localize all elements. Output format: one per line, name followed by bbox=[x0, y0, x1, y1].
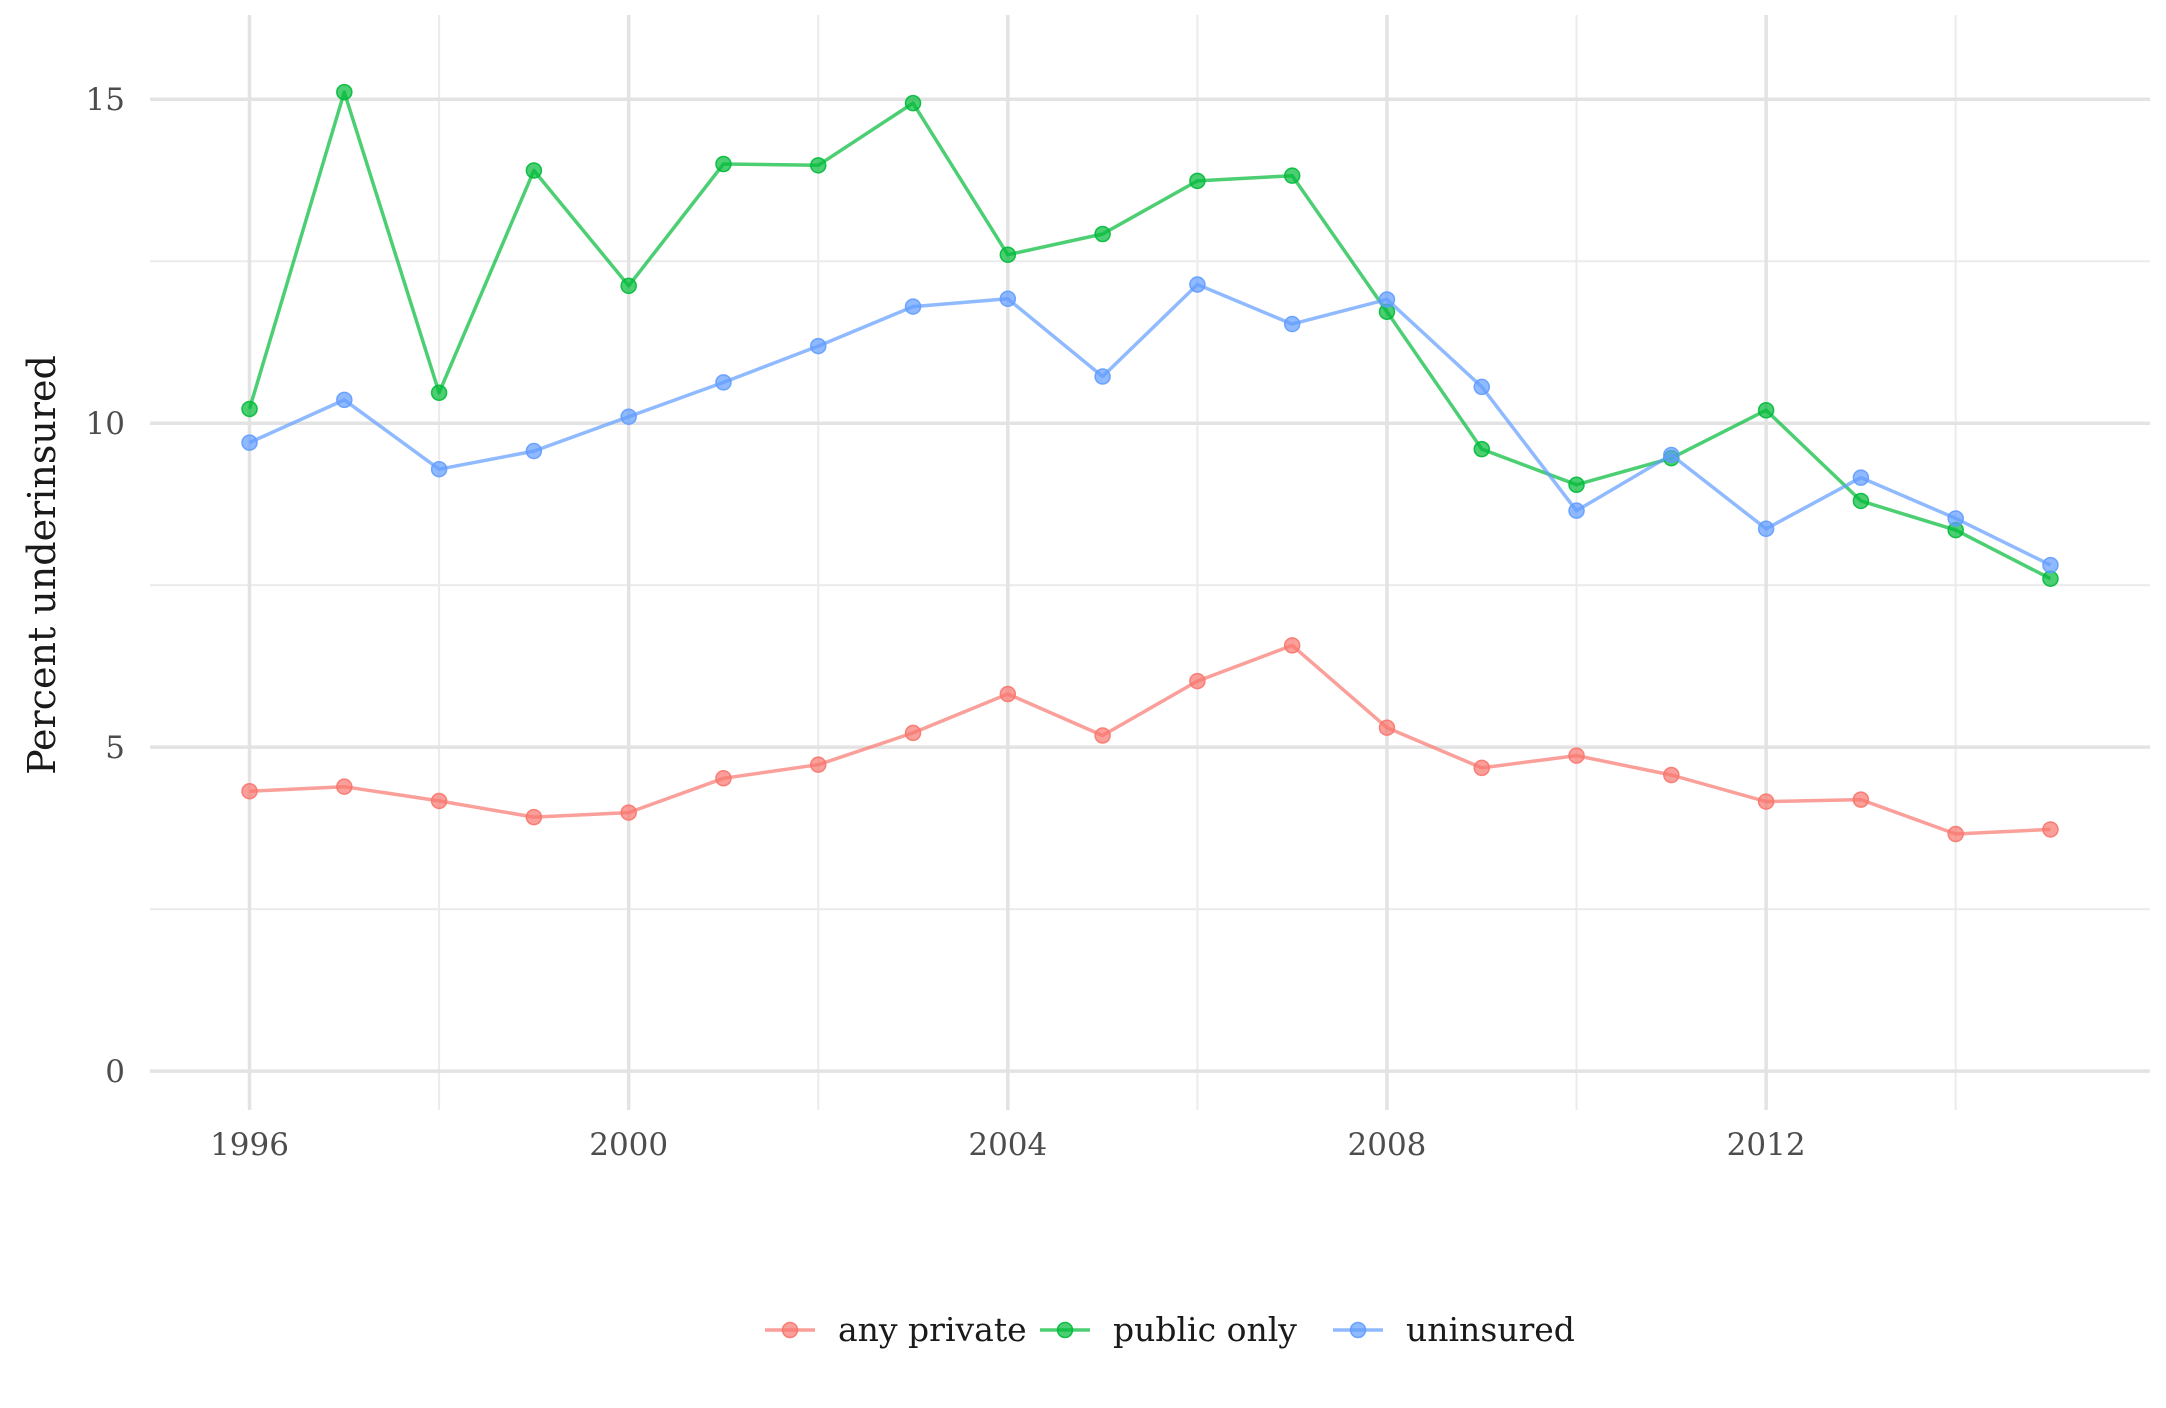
data-point-any-private bbox=[430, 792, 448, 810]
data-point-uninsured bbox=[1947, 510, 1964, 527]
x-tick-label: 2000 bbox=[589, 1127, 668, 1163]
data-point-public-only bbox=[1094, 225, 1111, 243]
y-tick-label: 0 bbox=[105, 1054, 125, 1090]
data-point-any-private bbox=[1283, 637, 1301, 654]
data-point-public-only bbox=[336, 83, 353, 101]
series-uninsured bbox=[241, 276, 2059, 574]
data-point-any-private bbox=[1189, 672, 1206, 690]
y-tick-label: 10 bbox=[86, 406, 125, 442]
data-point-any-private bbox=[1757, 793, 1775, 810]
data-point-uninsured bbox=[999, 290, 1017, 308]
data-point-any-private bbox=[715, 770, 732, 787]
x-tick-label: 2004 bbox=[968, 1127, 1047, 1163]
legend: any private public only uninsured bbox=[765, 1310, 1575, 1349]
data-point-public-only bbox=[1568, 476, 1585, 493]
x-tick-label: 1996 bbox=[210, 1127, 289, 1163]
data-point-public-only bbox=[430, 384, 448, 401]
y-axis-tick-labels: 0 5 10 15 bbox=[86, 82, 125, 1090]
data-point-any-private bbox=[809, 756, 827, 773]
data-point-public-only bbox=[1189, 172, 1206, 190]
data-point-any-private bbox=[999, 685, 1017, 703]
x-axis-tick-labels: 1996 2000 2004 2008 2012 bbox=[210, 1127, 1805, 1163]
legend-label: public only bbox=[1113, 1310, 1297, 1349]
data-point-public-only bbox=[1283, 167, 1301, 184]
data-point-public-only bbox=[241, 400, 258, 418]
data-point-uninsured bbox=[241, 434, 258, 451]
data-point-any-private bbox=[1094, 727, 1111, 744]
data-point-uninsured bbox=[1473, 378, 1491, 396]
data-point-any-private bbox=[241, 782, 258, 800]
series-line-any-private bbox=[249, 643, 2051, 836]
series-line-uninsured bbox=[248, 282, 2052, 567]
series-any-private bbox=[241, 637, 2059, 843]
y-tick-label: 5 bbox=[105, 730, 125, 766]
legend-item-public-only: public only bbox=[1040, 1310, 1297, 1349]
data-point-any-private bbox=[525, 808, 543, 826]
data-point-uninsured bbox=[715, 374, 732, 391]
data-point-any-private bbox=[1473, 759, 1491, 777]
data-point-uninsured bbox=[1094, 368, 1111, 385]
data-point-uninsured bbox=[809, 337, 827, 355]
data-point-any-private bbox=[620, 804, 637, 821]
data-point-any-private bbox=[1568, 747, 1585, 764]
data-point-any-private bbox=[1947, 825, 1964, 843]
data-point-public-only bbox=[715, 155, 732, 173]
data-point-public-only bbox=[620, 277, 637, 295]
data-point-public-only bbox=[1852, 492, 1870, 510]
data-point-uninsured bbox=[1283, 315, 1301, 333]
major-gridlines bbox=[150, 15, 2150, 1110]
legend-item-uninsured: uninsured bbox=[1333, 1310, 1575, 1349]
data-point-uninsured bbox=[904, 298, 922, 315]
data-point-public-only bbox=[2042, 570, 2059, 587]
data-point-public-only bbox=[999, 246, 1017, 263]
data-point-uninsured bbox=[1568, 502, 1585, 519]
data-point-uninsured bbox=[430, 460, 448, 478]
data-point-uninsured bbox=[525, 442, 543, 460]
series-line-public-only bbox=[247, 90, 2052, 581]
data-point-uninsured bbox=[1852, 469, 1870, 486]
x-tick-label: 2012 bbox=[1727, 1127, 1806, 1163]
series-public-only bbox=[241, 83, 2059, 587]
data-point-any-private bbox=[336, 778, 353, 795]
data-point-uninsured bbox=[336, 391, 353, 409]
data-point-uninsured bbox=[1663, 446, 1680, 464]
data-point-public-only bbox=[1757, 401, 1775, 419]
y-tick-label: 15 bbox=[86, 82, 125, 118]
legend-key-point bbox=[1349, 1321, 1367, 1339]
legend-label: any private bbox=[838, 1310, 1027, 1349]
legend-key-point bbox=[1056, 1321, 1074, 1339]
y-axis-title: Percent underinsured bbox=[20, 355, 64, 775]
data-point-any-private bbox=[904, 724, 922, 742]
data-point-public-only bbox=[1473, 440, 1491, 458]
data-point-uninsured bbox=[1757, 520, 1775, 538]
legend-key-point bbox=[781, 1321, 799, 1339]
series-layer bbox=[241, 83, 2059, 843]
data-point-public-only bbox=[809, 157, 827, 174]
data-point-any-private bbox=[1378, 719, 1396, 736]
data-point-uninsured bbox=[2042, 556, 2059, 574]
data-point-any-private bbox=[2042, 821, 2059, 838]
data-point-uninsured bbox=[620, 408, 637, 425]
x-tick-label: 2008 bbox=[1348, 1127, 1427, 1163]
data-point-any-private bbox=[1852, 791, 1870, 808]
legend-label: uninsured bbox=[1406, 1310, 1575, 1349]
data-point-uninsured bbox=[1378, 291, 1396, 308]
minor-gridlines bbox=[150, 15, 2150, 1110]
data-point-any-private bbox=[1663, 766, 1680, 784]
data-point-public-only bbox=[525, 162, 543, 179]
data-point-public-only bbox=[904, 94, 922, 112]
legend-item-any-private: any private bbox=[765, 1310, 1027, 1349]
data-point-uninsured bbox=[1189, 276, 1206, 293]
